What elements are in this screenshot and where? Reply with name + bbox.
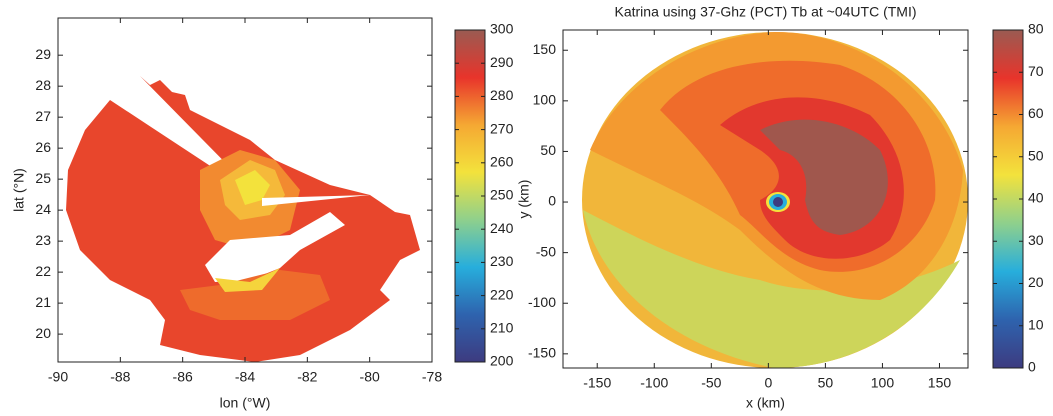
x-tick-label: -100 <box>640 375 668 391</box>
y-tick-label: 150 <box>533 41 557 57</box>
colorbar-tick-label: 0 <box>1028 359 1036 375</box>
x-tick-label: 100 <box>871 375 895 391</box>
colorbar-tick-label: 30 <box>1028 232 1044 248</box>
y-tick-label: 100 <box>533 92 557 108</box>
y-axis-label: lat (°N) <box>11 168 27 212</box>
y-tick-label: 24 <box>35 201 51 217</box>
y-tick-label: -50 <box>536 243 556 259</box>
colorbar-tick-label: 240 <box>490 220 514 236</box>
x-tick-label: -86 <box>173 369 193 385</box>
x-axis-label: lon (°W) <box>220 395 271 411</box>
x-axis-label: x (km) <box>746 395 785 411</box>
x-tick-label: -82 <box>297 369 317 385</box>
colorbar-tick-label: 60 <box>1028 105 1044 121</box>
y-tick-label: 29 <box>35 46 51 62</box>
y-tick-label: 27 <box>35 108 51 124</box>
x-tick-label: -88 <box>110 369 130 385</box>
colorbar-tick-label: 20 <box>1028 274 1044 290</box>
y-tick-label: 22 <box>35 263 51 279</box>
colorbar-tick-label: 230 <box>490 253 514 269</box>
colorbar-tick-label: 40 <box>1028 190 1044 206</box>
colorbar-tick-label: 270 <box>490 120 514 136</box>
colorbar-tick-label: 250 <box>490 187 514 203</box>
colorbar-tick-label: 280 <box>490 87 514 103</box>
x-tick-label: -84 <box>235 369 255 385</box>
colorbar-tick-label: 80 <box>1028 21 1044 37</box>
colorbar-tick-label: 50 <box>1028 147 1044 163</box>
y-axis-label: y (km) <box>516 180 532 219</box>
contour-field <box>66 76 420 362</box>
x-tick-label: -150 <box>583 375 611 391</box>
y-tick-label: 26 <box>35 139 51 155</box>
y-tick-label: 21 <box>35 294 51 310</box>
colorbar <box>992 29 1024 369</box>
y-tick-label: 25 <box>35 170 51 186</box>
y-tick-label: -100 <box>528 294 556 310</box>
colorbar-tick-label: 210 <box>490 320 514 336</box>
x-tick-label: 50 <box>818 375 834 391</box>
colorbar-tick-label: 220 <box>490 286 514 302</box>
chart-title: Katrina using 37-Ghz (PCT) Tb at ~04UTC … <box>615 4 917 20</box>
x-tick-label: -90 <box>48 369 68 385</box>
plot-frame <box>562 29 969 369</box>
y-tick-label: 20 <box>35 325 51 341</box>
colorbar-tick-label: 200 <box>490 353 514 369</box>
y-tick-label: 23 <box>35 232 51 248</box>
x-tick-label: -80 <box>360 369 380 385</box>
contour-field <box>582 32 968 368</box>
colorbar-tick-label: 260 <box>490 154 514 170</box>
y-tick-label: -150 <box>528 345 556 361</box>
colorbar <box>454 29 486 363</box>
x-tick-label: -78 <box>422 369 442 385</box>
y-tick-label: 50 <box>540 142 556 158</box>
colorbar-tick-label: 70 <box>1028 63 1044 79</box>
colorbar-tick-label: 290 <box>490 54 514 70</box>
x-tick-label: 0 <box>764 375 772 391</box>
colorbar-tick-label: 300 <box>490 21 514 37</box>
x-tick-label: 150 <box>928 375 952 391</box>
y-tick-label: 0 <box>548 193 556 209</box>
colorbar-tick-label: 10 <box>1028 316 1044 332</box>
y-tick-label: 28 <box>35 77 51 93</box>
x-tick-label: -50 <box>701 375 721 391</box>
